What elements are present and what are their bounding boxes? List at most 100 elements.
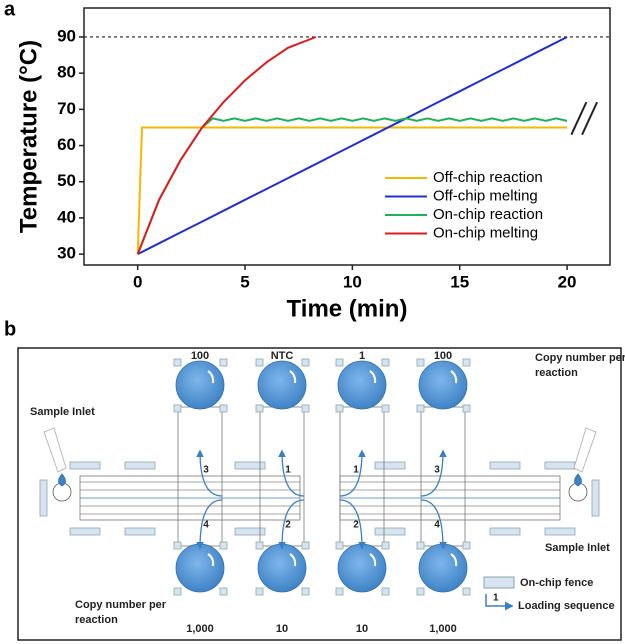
fence <box>301 541 310 550</box>
fence <box>381 541 390 550</box>
well-label: 1,000 <box>429 623 457 635</box>
droplet <box>175 360 225 410</box>
sequence-number: 3 <box>203 465 209 476</box>
fence <box>416 587 425 596</box>
copy-number-label: Copy number per <box>75 599 167 611</box>
fence <box>489 527 521 536</box>
inlet-label: Sample Inlet <box>30 406 95 418</box>
sequence-number: 3 <box>434 465 440 476</box>
fence <box>544 527 576 536</box>
sequence-number: 1 <box>285 465 291 476</box>
fence <box>462 404 471 413</box>
sequence-arrow <box>339 499 366 550</box>
sequence-number: 4 <box>434 520 440 531</box>
fence <box>374 527 406 536</box>
sequence-arrow <box>196 449 223 497</box>
legend-arrow <box>485 594 514 611</box>
fence <box>69 527 101 536</box>
fence <box>335 587 344 596</box>
axis-break <box>570 101 599 136</box>
y-tick-label: 90 <box>57 26 76 45</box>
legend-label: On-chip reaction <box>433 206 543 223</box>
well-frame <box>420 406 466 547</box>
highlight <box>207 553 215 567</box>
fence <box>301 404 310 413</box>
fence <box>381 358 390 367</box>
copy-number-label: reaction <box>75 614 118 626</box>
fence <box>255 587 264 596</box>
highlight <box>207 370 215 384</box>
sequence-arrow <box>196 499 223 550</box>
fence <box>301 358 310 367</box>
inlet-label: Sample Inlet <box>545 542 610 554</box>
panel-label: b <box>4 318 16 340</box>
inlet-drop <box>58 473 66 487</box>
fence <box>462 587 471 596</box>
y-tick-label: 60 <box>57 135 76 154</box>
fence <box>173 358 182 367</box>
inlet-drop <box>574 473 582 487</box>
highlight <box>450 553 458 567</box>
x-axis-title: Time (min) <box>287 295 408 322</box>
legend-text: On-chip fence <box>520 577 593 589</box>
fence <box>219 541 228 550</box>
series-line <box>136 126 568 255</box>
fence <box>219 404 228 413</box>
fence <box>255 358 264 367</box>
droplet <box>257 543 307 593</box>
fence <box>255 541 264 550</box>
fence <box>544 461 576 470</box>
channel-frame <box>79 475 301 521</box>
copy-number-label: Copy number per <box>535 352 625 364</box>
x-tick-label: 15 <box>450 272 469 291</box>
series-line <box>136 36 317 255</box>
well-label: 100 <box>191 350 209 362</box>
series-line <box>137 36 568 255</box>
well-label: 1 <box>359 350 365 362</box>
fence <box>381 587 390 596</box>
well-label: 1,000 <box>186 623 214 635</box>
y-tick-label: 50 <box>57 171 76 190</box>
droplet <box>337 543 387 593</box>
panel-label: a <box>4 0 16 20</box>
fence <box>381 404 390 413</box>
fence <box>124 461 156 470</box>
legend-label: Off-chip melting <box>433 187 538 204</box>
highlight <box>369 370 377 384</box>
x-tick-label: 5 <box>240 272 249 291</box>
copy-number-label: reaction <box>535 367 578 379</box>
fence <box>335 541 344 550</box>
fence <box>39 479 48 517</box>
chart: 0 5 10 15 20 30 40 50 60 70 80 90 Time (min) Temperat… <box>15 7 611 322</box>
pipette <box>573 427 597 473</box>
sequence-arrow <box>420 499 447 550</box>
droplet <box>418 360 468 410</box>
fence <box>124 527 156 536</box>
fence <box>489 461 521 470</box>
fence <box>173 404 182 413</box>
fence <box>374 461 406 470</box>
pipette <box>43 427 67 473</box>
sequence-arrow <box>420 449 447 497</box>
fence <box>173 541 182 550</box>
well-label: 10 <box>356 623 368 635</box>
sequence-arrow <box>278 499 305 550</box>
x-tick-label: 10 <box>343 272 362 291</box>
fence <box>335 404 344 413</box>
sequence-arrow <box>278 449 305 497</box>
y-tick-label: 70 <box>57 99 76 118</box>
highlight <box>450 370 458 384</box>
sequence-number: 2 <box>353 520 359 531</box>
fence <box>416 358 425 367</box>
y-tick-label: 80 <box>57 63 76 82</box>
fence <box>416 404 425 413</box>
x-tick-label: 0 <box>133 272 142 291</box>
droplet <box>175 543 225 593</box>
legend-label: Off-chip reaction <box>433 169 543 186</box>
fence <box>416 541 425 550</box>
legend-label: On-chip melting <box>433 224 538 241</box>
fence <box>234 461 266 470</box>
highlight <box>369 553 377 567</box>
fence-legend-swatch <box>483 576 515 589</box>
